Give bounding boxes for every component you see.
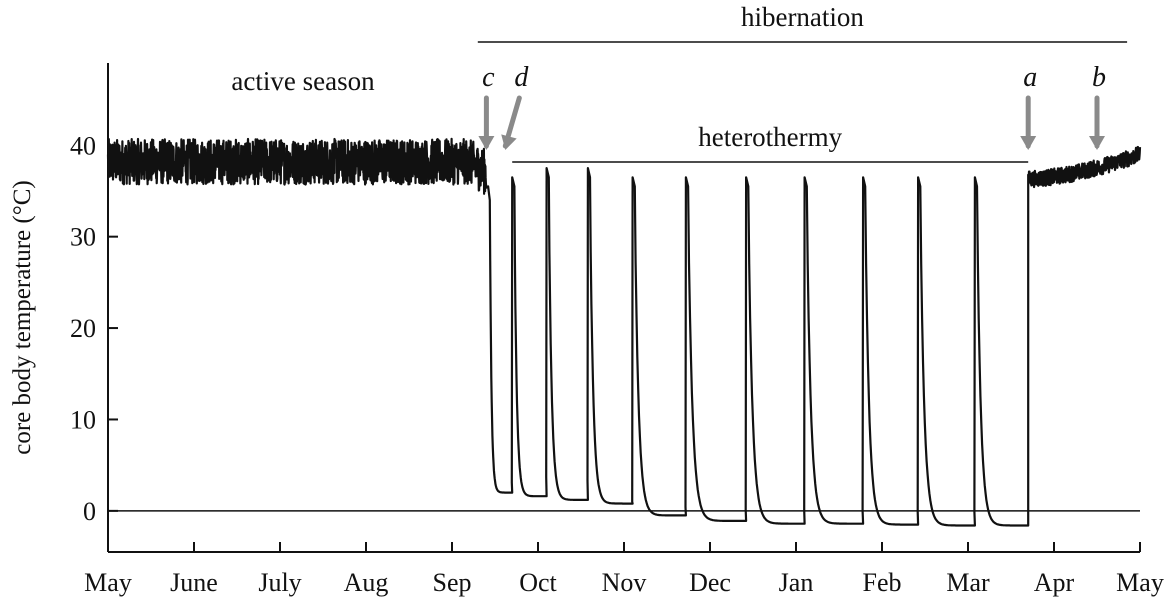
arrow-c: c xyxy=(478,62,495,150)
x-tick-label: Oct xyxy=(519,568,557,597)
x-tick-label: Mar xyxy=(946,568,990,597)
active-season-label: active season xyxy=(231,66,375,96)
x-tick-label: May xyxy=(1116,568,1164,597)
annotations-layer: hibernation active season heterothermy xyxy=(231,2,1128,163)
y-tick-label: 0 xyxy=(83,497,96,526)
y-axis-label: core body temperature (°C) xyxy=(9,180,36,454)
arrow-b: b xyxy=(1089,62,1106,150)
y-tick-label: 40 xyxy=(70,131,96,160)
y-tick-label: 20 xyxy=(70,314,96,343)
series-layer xyxy=(106,137,1142,527)
arrow-letter-a: a xyxy=(1023,62,1037,93)
arrow-d: d xyxy=(501,62,529,150)
axes-layer: core body temperature (°C) xyxy=(9,63,1140,553)
y-tick-label: 30 xyxy=(70,223,96,252)
x-tick-label: July xyxy=(258,568,301,597)
x-tick-label: Jan xyxy=(779,568,814,597)
heterothermy-label: heterothermy xyxy=(698,122,842,152)
temperature-series-line xyxy=(106,137,1142,527)
arrow-a: a xyxy=(1020,62,1037,150)
x-tick-label: Apr xyxy=(1034,568,1075,597)
arrow-letter-d: d xyxy=(514,62,529,93)
ticks-layer: 0 10 20 30 40 May June July Aug Sep Oct Nov Dec Jan Fe… xyxy=(70,131,1164,597)
x-tick-label: Dec xyxy=(689,568,731,597)
hibernation-label: hibernation xyxy=(741,2,864,32)
y-tick-label: 10 xyxy=(70,405,96,434)
x-tick-label: Feb xyxy=(863,568,902,597)
arrow-letter-b: b xyxy=(1092,62,1106,93)
x-tick-label: Sep xyxy=(433,568,472,597)
x-tick-label: Nov xyxy=(602,568,647,597)
x-tick-label: May xyxy=(84,568,132,597)
x-tick-label: June xyxy=(170,568,218,597)
arrow-letter-c: c xyxy=(482,62,495,93)
x-tick-label: Aug xyxy=(344,568,389,597)
